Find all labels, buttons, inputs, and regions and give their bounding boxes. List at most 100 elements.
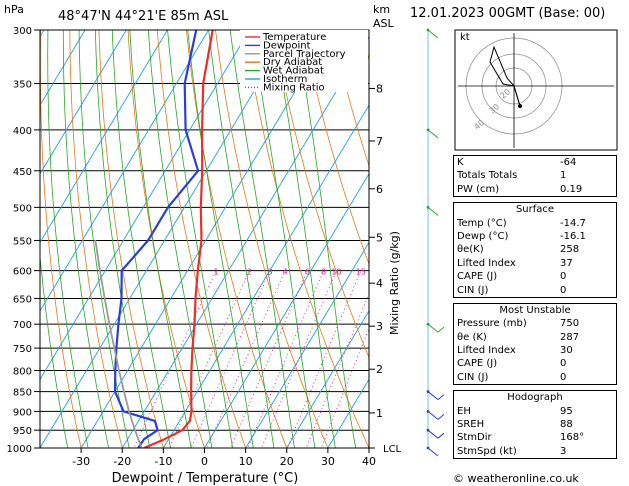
index-value: 258: [560, 244, 580, 256]
hodograph-unit-label: kt: [460, 32, 470, 43]
wind-barb: [427, 206, 439, 216]
temp-tick-label: -30: [72, 455, 90, 468]
isotherm-line: [327, 378, 369, 448]
series-point: [134, 429, 136, 431]
isotherm-line: [203, 172, 369, 448]
index-row: Temp (°C) -14.7: [454, 217, 616, 230]
index-value: -16.1: [560, 230, 586, 242]
lcl-label: LCL: [383, 444, 402, 455]
index-row: CIN (J) 0: [454, 371, 616, 384]
temp-tick-label: -10: [154, 455, 172, 468]
index-key: SREH: [457, 419, 485, 431]
temp-tick-label: 20: [280, 455, 294, 468]
index-value: 750: [560, 318, 580, 330]
dry-adiabat-line: [302, 30, 369, 266]
wet-adiabat-line: [94, 30, 151, 448]
index-row: PW (cm) 0.19: [454, 183, 616, 196]
series-point: [94, 239, 96, 241]
index-key: Pressure (mb): [457, 318, 527, 330]
hodograph-title: Hodograph: [507, 392, 563, 404]
dry-adiabat-line: [69, 30, 123, 448]
pressure-label-650: 650: [13, 294, 32, 305]
wet-adiabat-line: [251, 30, 316, 448]
pressure-label-950: 950: [13, 426, 32, 437]
series-point: [120, 297, 123, 299]
temp-tick-label: 10: [239, 455, 253, 468]
pressure-label-600: 600: [13, 267, 32, 278]
pressure-label-1000: 1000: [7, 444, 32, 455]
index-row: EH 95: [454, 405, 616, 418]
wind-barb: [427, 447, 439, 457]
isotherm-line: [245, 241, 369, 448]
wet-adiabat-line: [78, 30, 130, 448]
location-label: 48°47'N 44°21'E 85m ASL: [58, 9, 229, 24]
isotherm-line: [40, 30, 86, 107]
series-point: [163, 438, 166, 440]
mixing-ratio-label: 2: [247, 268, 252, 277]
km-label: 5: [376, 231, 383, 244]
wet-adiabat-line: [167, 30, 234, 448]
wind-barb-dot: [426, 446, 430, 450]
dry-adiabat-line: [40, 30, 82, 448]
wet-adiabat-line: [47, 30, 89, 448]
index-value: 30: [560, 345, 573, 357]
index-key: CAPE (J): [457, 358, 498, 370]
series-point: [118, 369, 120, 372]
legend-label: Dry Adiabat: [263, 57, 322, 68]
series-point: [113, 347, 115, 349]
pressure-label-800: 800: [13, 367, 32, 378]
wind-barb-dot: [426, 205, 430, 209]
hodograph-box: Hodograph EH 95 SREH 88 StmDir 168° StmSpd (kt…: [453, 390, 617, 460]
series-point: [114, 391, 116, 393]
index-value: 3: [560, 445, 567, 457]
series-point: [191, 347, 194, 349]
mixing-ratio-label: 20: [373, 268, 383, 277]
temp-tick-label: 30: [321, 455, 335, 468]
datetime-label: 12.01.2023 00GMT (Base: 00): [410, 6, 606, 21]
dry-adiabat-line: [273, 30, 369, 359]
series-point: [115, 347, 117, 349]
wind-barb-flag: [437, 414, 445, 420]
legend-label: Parcel Trajectory: [263, 49, 346, 60]
series-point: [202, 82, 204, 85]
series-point: [189, 420, 191, 422]
wet-adiabat-line: [129, 30, 192, 448]
series-point: [99, 270, 101, 272]
series-temperature-line: [143, 30, 214, 448]
wind-barb: [427, 323, 439, 333]
index-key: Dewp (°C): [457, 230, 509, 242]
index-row: StmSpd (kt) 3: [454, 445, 616, 458]
index-key: PW (cm): [457, 183, 500, 195]
mixing-ratio-line: [190, 270, 271, 448]
mixing-ratio-axis-title: Mixing Ratio (g/kg): [388, 231, 401, 335]
temp-tick-label: -20: [113, 455, 131, 468]
pressure-label-900: 900: [13, 407, 32, 418]
index-row: CIN (J) 0: [454, 284, 616, 297]
series-point: [121, 270, 123, 272]
wind-barb: [427, 29, 439, 39]
wind-barb-flag: [437, 326, 445, 333]
storm-motion-vector: [513, 85, 521, 107]
surface-title: Surface: [515, 204, 555, 216]
isotherm-line: [286, 310, 369, 448]
wet-adiabat-line: [229, 30, 295, 448]
wind-barb-dot: [426, 128, 430, 132]
surface-box: Surface Temp (°C) -14.7 Dewp (°C) -16.1 θe(K…: [453, 202, 617, 298]
index-value: 1: [560, 170, 567, 182]
dry-adiabat-line: [244, 30, 369, 448]
index-row: Pressure (mb) 750: [454, 317, 616, 330]
pressure-label-750: 750: [13, 344, 32, 355]
isotherm-line: [40, 30, 251, 381]
wind-barb-flag: [437, 432, 445, 439]
index-key: CIN (J): [457, 284, 489, 296]
km-label: 6: [376, 183, 383, 196]
pressure-label-300: 300: [13, 26, 32, 37]
series-point: [190, 410, 193, 412]
mixing-ratio-line: [261, 270, 337, 448]
series-point: [200, 239, 203, 241]
km-label: 1: [376, 407, 383, 420]
mixing-ratio-line: [305, 292, 369, 448]
pressure-label-700: 700: [13, 320, 32, 331]
index-value: 95: [560, 405, 573, 417]
